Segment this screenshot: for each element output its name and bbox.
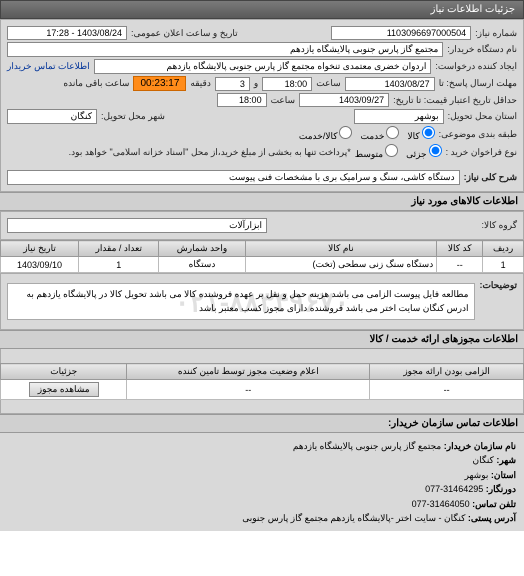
value-deadline-min: 3 — [215, 77, 250, 91]
permits-title: اطلاعات مجوزهای ارائه خدمت / کالا — [0, 330, 524, 349]
value-validity-date: 1403/09/27 — [299, 93, 389, 107]
section-header-details: جزئیات اطلاعات نیاز — [0, 0, 524, 19]
bi-tel: 31464050-077 — [412, 499, 470, 509]
bi-city: کنگان — [473, 455, 494, 465]
cell-idx: 1 — [483, 257, 524, 273]
value-goods-group: ابزارآلات — [7, 218, 267, 233]
label-buyer-name: نام دستگاه خریدار: — [447, 44, 517, 55]
permits-table: الزامی بودن ارائه مجوز اعلام وضعیت مجوز … — [0, 363, 524, 400]
pcol-mandatory: الزامی بودن ارائه مجوز — [370, 364, 524, 380]
buyer-info-block: نام سازمان خریدار: مجتمع گاز پارس جنوبی … — [0, 433, 524, 531]
col-name: نام کالا — [245, 241, 437, 257]
radio-medium[interactable]: متوسط — [355, 144, 398, 160]
bi-prov-lbl: استان: — [491, 470, 516, 480]
cell-qty: 1 — [79, 257, 159, 273]
pcol-details: جزئیات — [1, 364, 127, 380]
bi-org-lbl: نام سازمان خریدار: — [444, 441, 516, 451]
bi-prov: بوشهر — [465, 470, 489, 480]
col-unit: واحد شمارش — [159, 241, 245, 257]
col-code: کد کالا — [437, 241, 483, 257]
label-short-desc: شرح کلی نیاز: — [464, 172, 517, 183]
view-permit-button[interactable]: مشاهده مجوز — [29, 382, 99, 397]
bi-org: مجتمع گاز پارس جنوبی پالایشگاه یازدهم — [293, 441, 441, 451]
details-form: شماره نیاز: 1103096697000504 تاریخ و ساع… — [0, 19, 524, 192]
value-desc: مطالعه فایل پیوست الزامی می باشد هزینه ح… — [7, 283, 475, 320]
value-short-desc: دستگاه کاشی، سنگ و سرامیک بری با مشخصات … — [7, 170, 460, 185]
label-req-no: شماره نیاز: — [475, 28, 517, 39]
col-date: تاریخ نیاز — [1, 241, 79, 257]
cell-name: دستگاه سنگ زنی سطحی (تخت) — [245, 257, 437, 273]
bi-addr-lbl: آدرس پستی: — [468, 513, 516, 523]
value-validity-hour: 18:00 — [217, 93, 267, 107]
bi-fax-lbl: دورنگار: — [486, 484, 516, 494]
value-province: بوشهر — [354, 109, 444, 124]
goods-table: ردیف کد کالا نام کالا واحد شمارش تعداد /… — [0, 240, 524, 273]
cell-unit: دستگاه — [159, 257, 245, 273]
radio-goods-service[interactable]: کالا/خدمت — [299, 126, 353, 142]
cell-date: 1403/09/10 — [1, 257, 79, 273]
label-validity: حداقل تاریخ اعتبار قیمت: تا تاریخ: — [393, 95, 517, 106]
radio-goods[interactable]: کالا — [407, 126, 434, 142]
label-min: دقیقه — [190, 78, 210, 89]
label-requester: ایجاد کننده درخواست: — [435, 61, 517, 72]
pkg-type-group: کالا خدمت کالا/خدمت — [299, 126, 435, 142]
label-city: شهر محل تحویل: — [101, 111, 165, 122]
label-desc: توضیحات: — [479, 280, 517, 291]
bi-tel-lbl: تلفن تماس: — [472, 499, 516, 509]
cell-code: -- — [437, 257, 483, 273]
goods-group-area: گروه کالا: ابزارآلات — [0, 211, 524, 240]
label-pub-date: تاریخ و ساعت اعلان عمومی: — [131, 28, 238, 39]
value-requester: اردوان خضری معتمدی تنخواه مجتمع گاز پارس… — [94, 59, 432, 74]
pcell-details: مشاهده مجوز — [1, 380, 127, 400]
value-buyer-name: مجتمع گاز پارس جنوبی پالایشگاه یازدهم — [7, 42, 443, 57]
buyer-contact-link[interactable]: اطلاعات تماس خریدار — [7, 61, 90, 72]
pcell-mandatory: -- — [370, 380, 524, 400]
radio-partial[interactable]: جزئی — [406, 144, 442, 160]
label-remain: ساعت باقی مانده — [63, 78, 129, 89]
label-hour1: ساعت — [316, 78, 341, 89]
permit-row: -- -- مشاهده مجوز — [1, 380, 524, 400]
countdown-timer: 00:23:17 — [133, 76, 186, 91]
label-price-type: نوع فراخوان خرید : — [446, 147, 517, 158]
bi-city-lbl: شهر: — [496, 455, 516, 465]
bi-addr: کنگان - سایت اختر -پالایشگاه یازدهم مجتم… — [242, 513, 465, 523]
label-goods-group: گروه کالا: — [482, 220, 517, 231]
label-pkg-type: طبقه بندی موضوعی: — [439, 129, 517, 140]
label-hour2: ساعت — [271, 95, 296, 106]
radio-service[interactable]: خدمت — [360, 126, 399, 142]
table-row[interactable]: 1 -- دستگاه سنگ زنی سطحی (تخت) دستگاه 1 … — [1, 257, 524, 273]
value-city: کنگان — [7, 109, 97, 124]
pcell-status: -- — [127, 380, 370, 400]
goods-info-title: اطلاعات کالاهای مورد نیاز — [0, 192, 524, 211]
value-req-no: 1103096697000504 — [331, 26, 471, 40]
bi-fax: 31464295-077 — [425, 484, 483, 494]
label-province: استان محل تحویل: — [448, 111, 517, 122]
label-deadline: مهلت ارسال پاسخ: تا — [439, 78, 517, 89]
value-deadline-hour: 18:00 — [262, 77, 312, 91]
buyer-info-title: اطلاعات تماس سازمان خریدار: — [0, 414, 524, 433]
col-qty: تعداد / مقدار — [79, 241, 159, 257]
price-type-group: جزئی متوسط — [355, 144, 442, 160]
description-area: توضیحات: مطالعه فایل پیوست الزامی می باش… — [0, 273, 524, 330]
payment-note: *پرداخت تنها به بخشی از مبلغ خرید،از محل… — [7, 147, 351, 158]
pcol-status: اعلام وضعیت مجوز توسط تامین کننده — [127, 364, 370, 380]
value-deadline-date: 1403/08/27 — [345, 77, 435, 91]
value-pub-date: 1403/08/24 - 17:28 — [7, 26, 127, 40]
label-and1: و — [254, 78, 258, 89]
col-row: ردیف — [483, 241, 524, 257]
